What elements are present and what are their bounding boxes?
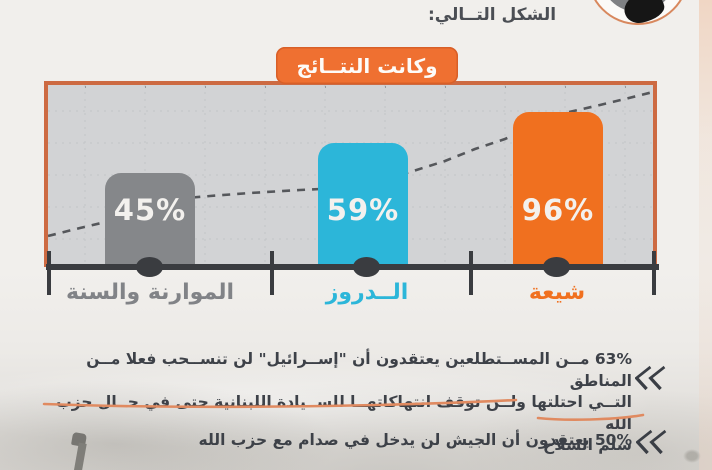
bullet-chevron-icon	[635, 365, 666, 391]
results-badge-label: وكانت النتــائج	[296, 53, 438, 78]
bar-value-label: 45%	[113, 193, 187, 227]
category-label-maronites-sunnis: الموارنة والسنة	[66, 280, 234, 305]
page-edge-tint	[699, 0, 712, 470]
bullet-line: 63% مــن المســتطلعين يعتقدون أن "إســرا…	[86, 350, 632, 390]
hand-underline	[42, 398, 518, 409]
background-clouds	[0, 250, 712, 470]
axis-tick	[652, 251, 656, 295]
globe-landmass	[621, 0, 667, 26]
category-label-druze: الــدروز	[325, 280, 409, 305]
globe-icon	[589, 0, 687, 26]
bullet-line: 50% يعتقدون أن الجيش لن يدخل في صدام مع …	[198, 431, 632, 449]
background-mark	[683, 449, 701, 463]
hand-underline	[536, 413, 645, 421]
axis-dot	[543, 257, 570, 277]
results-badge: وكانت النتــائج	[276, 47, 458, 84]
bar-value-label: 96%	[521, 193, 595, 227]
axis-tick	[469, 251, 473, 295]
category-label-shia: شيعة	[528, 280, 586, 305]
axis-tick	[270, 251, 274, 295]
bar-maronites-sunnis	[105, 173, 195, 268]
bullet-chevron-icon	[636, 429, 667, 455]
axis-dot	[136, 257, 163, 277]
bullet-line: سلم السلاح	[543, 436, 632, 454]
axis-dot	[353, 257, 380, 277]
bullet-statistic-50: 50% يعتقدون أن الجيش لن يدخل في صدام مع …	[40, 430, 632, 452]
globe-inner-circle	[600, 0, 676, 26]
bar-value-label: 59%	[326, 193, 400, 227]
section-title: الشكل التــالي:	[428, 5, 557, 25]
bar-shia	[513, 112, 603, 268]
x-axis-line	[46, 264, 659, 270]
axis-tick	[47, 251, 51, 295]
bar-druze	[318, 143, 408, 268]
